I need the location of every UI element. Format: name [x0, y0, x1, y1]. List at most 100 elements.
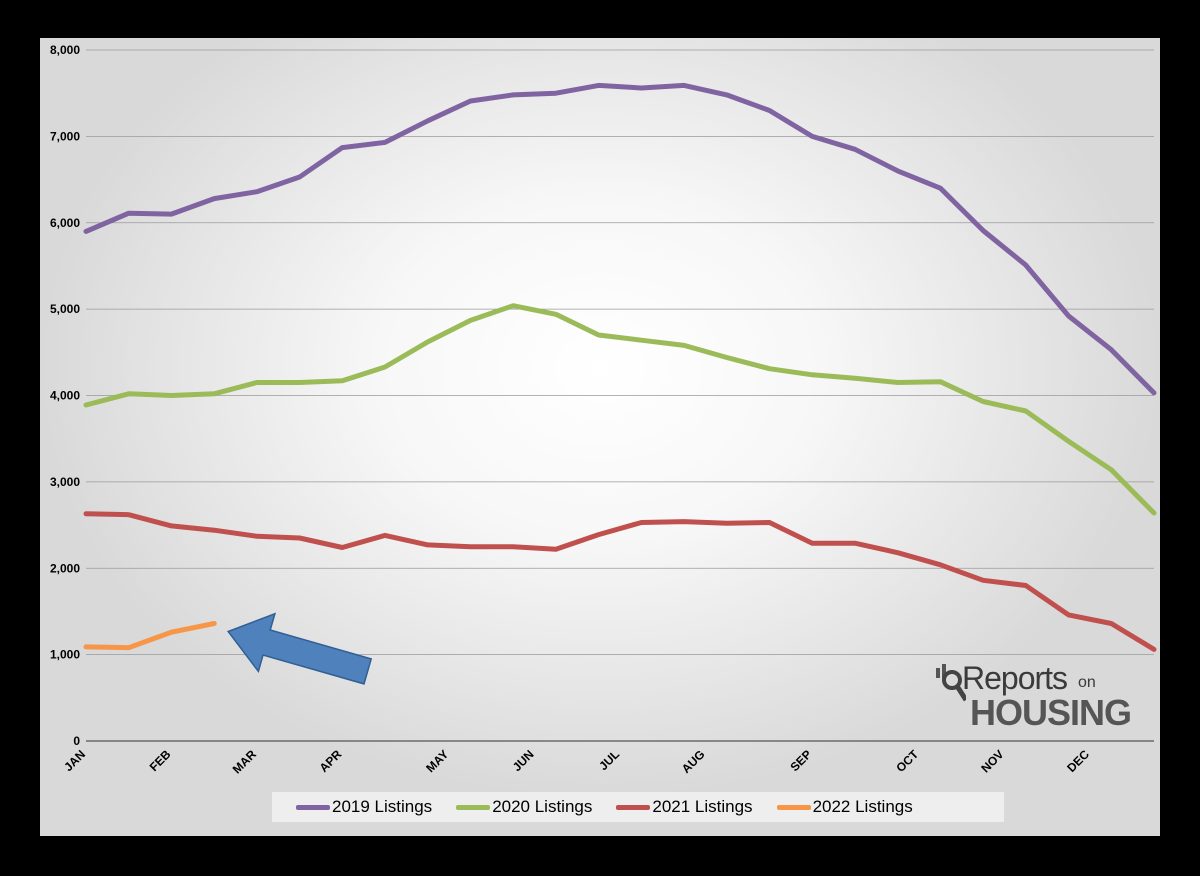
- data-point-2019: [938, 186, 942, 190]
- data-point-2021: [1024, 584, 1028, 588]
- data-point-2020: [127, 392, 131, 396]
- data-point-2020: [938, 380, 942, 384]
- y-tick-label: 6,000: [50, 216, 80, 230]
- data-point-2022: [84, 645, 88, 649]
- data-point-2019: [127, 211, 131, 215]
- magnifier-logo-icon: [936, 664, 966, 702]
- data-point-2019: [212, 197, 216, 201]
- data-point-2021: [340, 546, 344, 550]
- data-point-2021: [212, 528, 216, 532]
- legend-swatch-2019: [296, 804, 330, 810]
- data-point-2021: [938, 563, 942, 567]
- legend-label-2019: 2019 Listings: [332, 797, 433, 816]
- data-point-2020: [340, 379, 344, 383]
- series-line-2019: [83, 82, 1157, 396]
- data-point-2019: [298, 175, 302, 179]
- series-line-2022: [83, 621, 217, 651]
- data-point-2019: [340, 146, 344, 150]
- data-point-2021: [768, 520, 772, 524]
- data-point-2020: [810, 373, 814, 377]
- y-tick-label: 1,000: [50, 648, 80, 662]
- legend-item-2021: 2021 Listings: [616, 797, 753, 817]
- data-point-2019: [554, 91, 558, 95]
- y-tick-label: 8,000: [50, 43, 80, 57]
- x-tick-label: SEP: [787, 747, 814, 774]
- data-point-2020: [597, 333, 601, 337]
- data-point-2020: [511, 304, 515, 308]
- data-point-2019: [426, 119, 430, 123]
- y-tick-label: 3,000: [50, 475, 80, 489]
- chart-panel: 0 1,000 2,000 3,000 4,000 5,000 6,000 7,000 8,00…: [40, 38, 1160, 836]
- chart-legend: 2019 Listings 2020 Listings 2021 Listing…: [272, 792, 1004, 822]
- x-tick-label: JUN: [510, 747, 537, 774]
- data-point-2019: [1024, 263, 1028, 267]
- data-point-2019: [896, 169, 900, 173]
- data-point-2021: [1109, 622, 1113, 626]
- data-point-2019: [84, 229, 88, 233]
- legend-label-2021: 2021 Listings: [652, 797, 753, 816]
- data-point-2021: [298, 536, 302, 540]
- data-point-2019: [810, 134, 814, 138]
- data-point-2021: [1067, 613, 1071, 617]
- data-point-2020: [1109, 468, 1113, 472]
- legend-label-2022: 2022 Listings: [812, 797, 913, 816]
- y-tick-label: 2,000: [50, 561, 80, 575]
- data-point-2021: [896, 551, 900, 555]
- data-point-2020: [255, 381, 259, 385]
- data-point-2021: [639, 520, 643, 524]
- data-point-2020: [383, 365, 387, 369]
- legend-item-2022: 2022 Listings: [776, 797, 913, 817]
- data-point-2020: [468, 318, 472, 322]
- x-tick-label: MAY: [423, 747, 451, 775]
- legend-label-2020: 2020 Listings: [492, 797, 593, 816]
- data-point-2020: [639, 338, 643, 342]
- data-point-2019: [169, 212, 173, 216]
- data-point-2021: [810, 541, 814, 545]
- x-tick-label: NOV: [978, 747, 1006, 775]
- x-tick-label: FEB: [147, 747, 174, 774]
- x-tick-label: DEC: [1064, 747, 1092, 775]
- data-point-2021: [853, 541, 857, 545]
- data-point-2019: [1067, 314, 1071, 318]
- data-point-2019: [597, 83, 601, 87]
- legend-swatch-2020: [456, 804, 491, 810]
- data-point-2020: [896, 381, 900, 385]
- legend-swatch-2021: [616, 804, 651, 810]
- data-point-2020: [725, 355, 729, 359]
- y-tick-label: 4,000: [50, 389, 80, 403]
- data-point-2019: [639, 86, 643, 90]
- series-line-2021: [83, 511, 1157, 652]
- data-point-2019: [981, 229, 985, 233]
- logo-reports-text: Reports: [962, 660, 1068, 696]
- data-point-2021: [511, 545, 515, 549]
- legend-item-2020: 2020 Listings: [456, 797, 592, 817]
- x-tick-label: APR: [317, 747, 345, 775]
- data-point-2021: [554, 547, 558, 551]
- x-tick-label: AUG: [679, 747, 708, 776]
- data-point-2021: [383, 533, 387, 537]
- data-point-2021: [981, 578, 985, 582]
- data-point-2020: [554, 312, 558, 316]
- data-point-2020: [298, 381, 302, 385]
- data-point-2020: [426, 340, 430, 344]
- data-point-2021: [255, 534, 259, 538]
- data-point-2022: [127, 646, 131, 650]
- data-point-2019: [768, 108, 772, 112]
- x-tick-label: MAR: [230, 747, 259, 776]
- data-point-2020: [1152, 511, 1156, 515]
- data-point-2021: [84, 512, 88, 516]
- data-point-2020: [1067, 439, 1071, 443]
- logo-housing-text: HOUSING: [970, 692, 1132, 733]
- data-point-2019: [468, 99, 472, 103]
- x-tick-label: JAN: [61, 747, 88, 774]
- data-point-2020: [768, 367, 772, 371]
- annotation-arrow: [226, 612, 373, 685]
- x-tick-label: OCT: [893, 747, 921, 775]
- data-point-2021: [725, 521, 729, 525]
- legend-item-2019: 2019 Listings: [296, 797, 432, 817]
- data-point-2019: [1152, 391, 1156, 395]
- data-point-2019: [255, 190, 259, 194]
- data-point-2021: [169, 524, 173, 528]
- data-point-2020: [84, 403, 88, 407]
- data-point-2019: [383, 140, 387, 144]
